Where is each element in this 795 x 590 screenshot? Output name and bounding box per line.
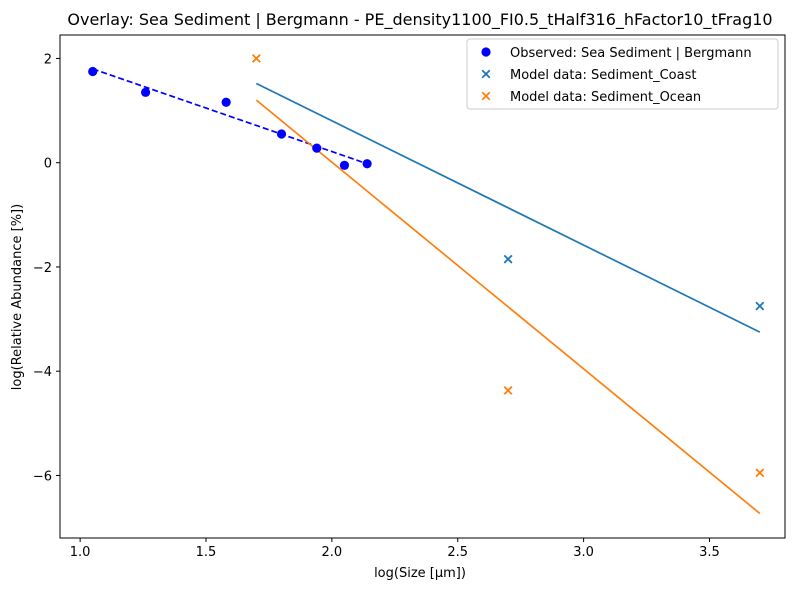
y-tick-label: −2 xyxy=(33,261,52,276)
data-point-s0-6 xyxy=(362,159,372,169)
x-tick-label: 2.5 xyxy=(447,545,468,560)
data-point-s1-1 xyxy=(755,301,765,311)
data-point-s1-0 xyxy=(503,254,513,264)
chart-title: Overlay: Sea Sediment | Bergmann - PE_de… xyxy=(67,10,772,30)
data-point-s2-0 xyxy=(251,54,261,63)
legend-label-2: Model data: Sediment_Ocean xyxy=(510,90,701,105)
legend-marker-2 xyxy=(481,91,491,101)
x-tick-label: 3.0 xyxy=(573,545,594,560)
x-axis-label: log(Size [µm]) xyxy=(374,566,466,581)
x-tick-label: 1.0 xyxy=(70,545,91,560)
x-tick-label: 1.5 xyxy=(196,545,217,560)
x-tick-label: 2.0 xyxy=(322,545,343,560)
legend: Observed: Sea Sediment | Bergmann Model d… xyxy=(466,38,779,110)
fit-lines xyxy=(92,68,761,515)
fit-line-1 xyxy=(255,82,761,333)
y-tick-label: −6 xyxy=(33,469,52,484)
data-point-s0-1 xyxy=(140,87,151,97)
plot-frame xyxy=(59,34,786,539)
data-point-s0-2 xyxy=(221,97,231,107)
legend-box xyxy=(466,38,779,110)
data-point-s2-1 xyxy=(503,386,513,395)
y-axis-label: log(Relative Abundance [%]) xyxy=(10,204,25,390)
data-point-s0-0 xyxy=(88,66,98,77)
fit-line-0 xyxy=(92,68,368,165)
data-point-s0-4 xyxy=(312,143,322,153)
data-point-s0-5 xyxy=(339,160,350,170)
legend-label-0: Observed: Sea Sediment | Bergmann xyxy=(510,46,752,61)
plot-area xyxy=(60,35,785,538)
legend-marker-0 xyxy=(481,47,491,57)
data-points xyxy=(88,54,765,478)
fit-line-2 xyxy=(255,99,761,515)
y-tick-label: 2 xyxy=(44,52,52,67)
data-point-s2-2 xyxy=(755,468,765,478)
plot-border xyxy=(59,34,786,539)
axis-ticks: 1.0 1.5 2.0 2.5 3.0 3.5 2 0 −2 −4 −6 xyxy=(33,52,720,560)
legend-marker-1 xyxy=(481,69,491,79)
x-tick-label: 3.5 xyxy=(699,545,720,560)
legend-label-1: Model data: Sediment_Coast xyxy=(510,68,696,83)
y-tick-label: 0 xyxy=(44,157,52,172)
data-point-s0-3 xyxy=(276,129,287,139)
y-tick-label: −4 xyxy=(33,365,52,380)
